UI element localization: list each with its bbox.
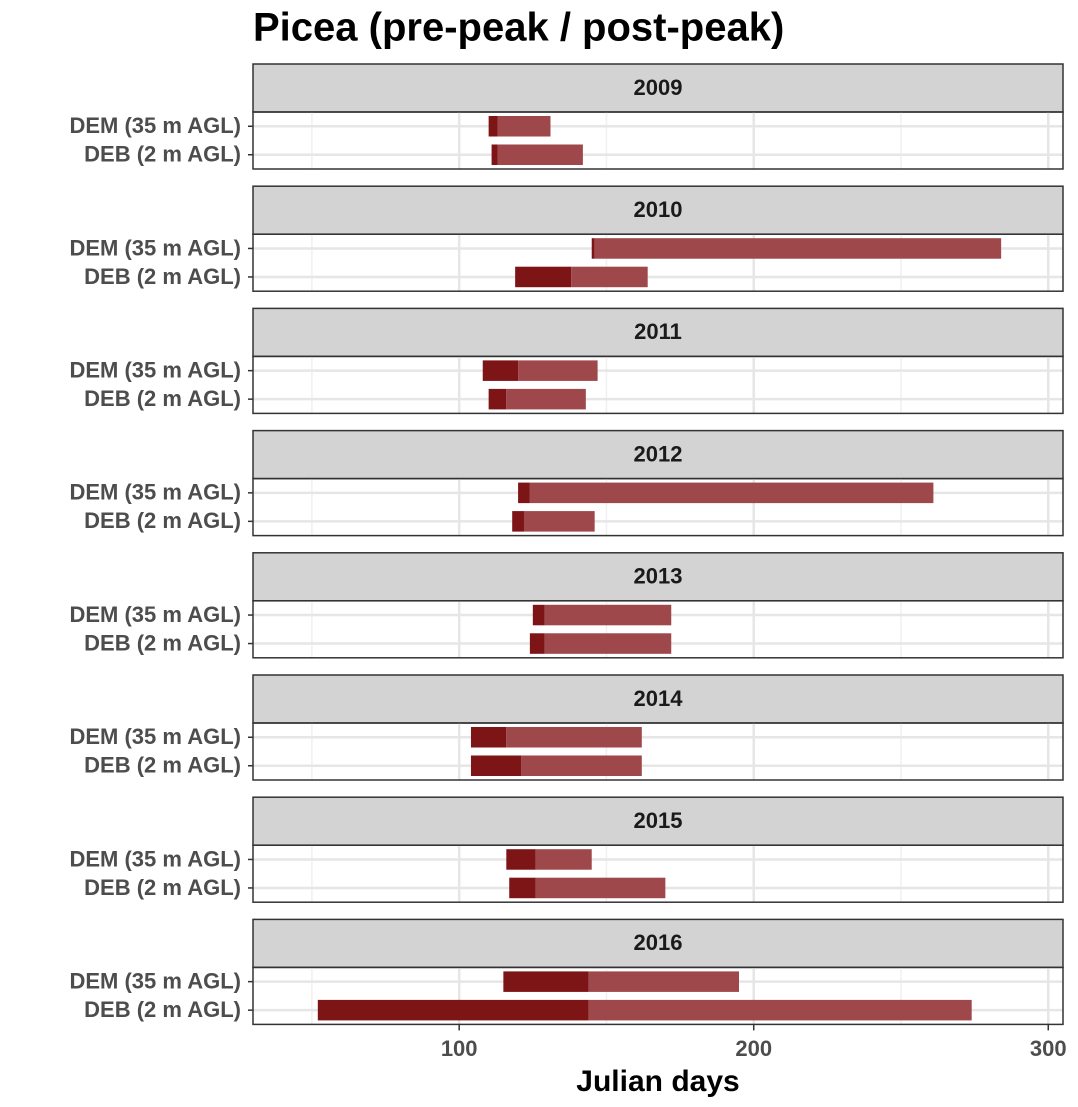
panel-border xyxy=(252,600,1064,659)
panel-border xyxy=(252,966,1064,1026)
post-peak-bar xyxy=(497,144,583,166)
post-peak-bar xyxy=(523,511,595,532)
strip xyxy=(252,796,1064,846)
post-peak-bar xyxy=(518,360,598,381)
panel-border xyxy=(252,355,1064,415)
y-tick-label: DEB (2 m AGL) xyxy=(84,630,241,655)
chart-title: Picea (pre-peak / post-peak) xyxy=(253,6,784,50)
panel-border xyxy=(252,233,1064,292)
panel-border xyxy=(252,844,1064,903)
pre-peak-bar xyxy=(529,633,545,654)
pre-peak-bar xyxy=(470,755,522,777)
strip xyxy=(252,429,1064,480)
pre-peak-bar xyxy=(518,482,530,504)
pre-peak-bar xyxy=(470,726,507,748)
post-peak-bar xyxy=(544,604,672,626)
post-peak-bar xyxy=(544,633,672,654)
y-tick-label: DEB (2 m AGL) xyxy=(84,142,241,167)
pre-peak-bar xyxy=(482,360,519,381)
post-peak-bar xyxy=(594,238,1002,259)
x-tick-label: 300 xyxy=(1030,1036,1067,1061)
strip-label: 2011 xyxy=(634,319,682,344)
y-tick-label: DEM (35 m AGL) xyxy=(69,235,241,260)
pre-peak-bar xyxy=(506,849,536,870)
y-tick-label: DEB (2 m AGL) xyxy=(84,264,241,289)
strip xyxy=(252,674,1064,724)
strip-label: 2013 xyxy=(634,564,683,589)
post-peak-bar xyxy=(588,971,739,992)
post-peak-bar xyxy=(506,726,642,748)
pre-peak-bar xyxy=(488,115,498,137)
strip-label: 2014 xyxy=(634,686,684,711)
panel-border xyxy=(252,111,1064,170)
pre-peak-bar xyxy=(491,144,498,166)
strip-label: 2012 xyxy=(634,441,683,466)
pre-peak-bar xyxy=(317,999,589,1021)
y-tick-label: DEB (2 m AGL) xyxy=(84,753,241,778)
y-tick-label: DEM (35 m AGL) xyxy=(69,357,241,382)
panel-border xyxy=(252,477,1064,537)
post-peak-bar xyxy=(588,999,972,1021)
strip-label: 2016 xyxy=(634,930,683,955)
y-tick-label: DEM (35 m AGL) xyxy=(69,846,241,871)
pre-peak-bar xyxy=(488,388,507,410)
strip xyxy=(252,918,1064,969)
y-tick-label: DEM (35 m AGL) xyxy=(69,968,241,993)
pre-peak-bar xyxy=(532,604,545,626)
pre-peak-bar xyxy=(503,971,589,992)
post-peak-bar xyxy=(535,849,592,870)
y-tick-label: DEM (35 m AGL) xyxy=(69,602,241,627)
x-tick-label: 200 xyxy=(735,1036,772,1061)
pre-peak-bar xyxy=(509,877,536,899)
strip xyxy=(252,307,1064,358)
pre-peak-bar xyxy=(515,266,572,288)
x-tick-label: 100 xyxy=(441,1036,478,1061)
pre-peak-bar xyxy=(591,238,595,259)
pre-peak-bar xyxy=(512,511,524,532)
post-peak-bar xyxy=(529,482,934,504)
y-tick-label: DEB (2 m AGL) xyxy=(84,508,241,533)
y-tick-label: DEB (2 m AGL) xyxy=(84,875,241,900)
post-peak-bar xyxy=(497,115,551,137)
strip xyxy=(252,63,1064,113)
panel-border xyxy=(252,722,1064,781)
post-peak-bar xyxy=(506,388,586,410)
post-peak-bar xyxy=(571,266,648,288)
post-peak-bar xyxy=(521,755,642,777)
y-tick-label: DEM (35 m AGL) xyxy=(69,724,241,749)
strip-label: 2010 xyxy=(634,197,683,222)
strip-label: 2009 xyxy=(634,75,683,100)
y-tick-label: DEB (2 m AGL) xyxy=(84,386,241,411)
strip-label: 2015 xyxy=(634,808,683,833)
strip xyxy=(252,185,1064,235)
y-tick-label: DEM (35 m AGL) xyxy=(69,113,241,138)
y-tick-label: DEM (35 m AGL) xyxy=(69,480,241,505)
y-tick-label: DEB (2 m AGL) xyxy=(84,997,241,1022)
post-peak-bar xyxy=(535,877,666,899)
x-axis-label: Julian days xyxy=(576,1065,739,1098)
